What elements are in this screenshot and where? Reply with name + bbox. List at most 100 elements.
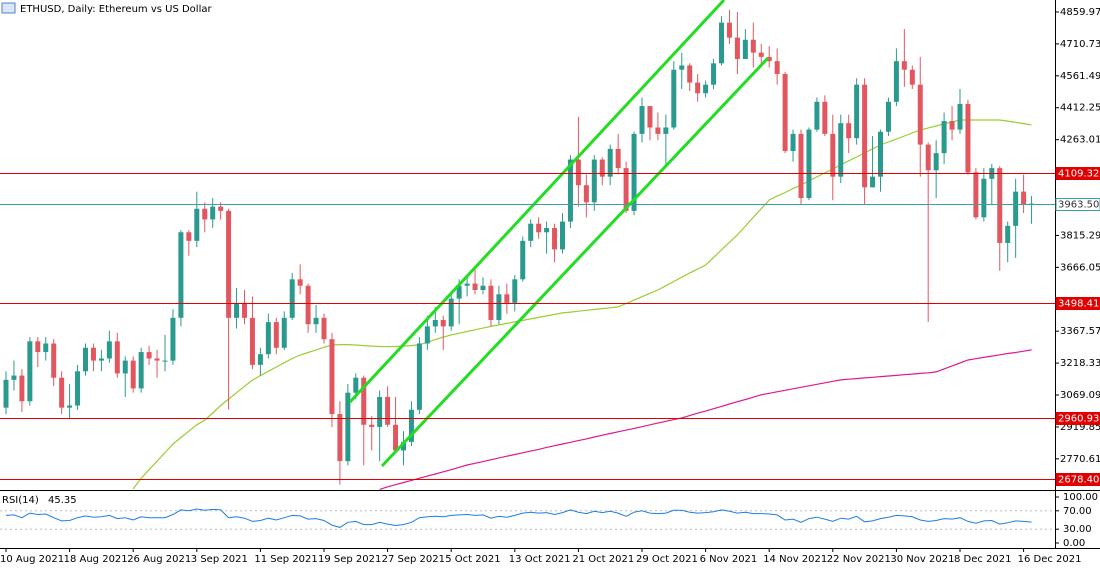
candle-body bbox=[11, 375, 17, 380]
candle-body bbox=[19, 375, 25, 402]
candle-body bbox=[512, 279, 518, 303]
candle-body bbox=[997, 168, 1003, 243]
candle-body bbox=[560, 221, 565, 250]
chart-title: ETHUSD, Daily: Ethereum vs US Dollar bbox=[20, 4, 212, 15]
candle-body bbox=[687, 65, 693, 83]
candle-body bbox=[742, 39, 748, 60]
candle-body bbox=[43, 343, 49, 353]
candle-body bbox=[345, 392, 351, 462]
candle-body bbox=[623, 168, 629, 211]
y-tick-label: 2770.610 bbox=[1060, 454, 1100, 465]
candle-body bbox=[194, 208, 200, 241]
candle-body bbox=[456, 285, 462, 299]
level-label: 3498.419 bbox=[1058, 299, 1100, 310]
x-tick-label: 19 Sep 2021 bbox=[318, 554, 381, 565]
candle-body bbox=[933, 153, 939, 171]
rsi-title: RSI(14) bbox=[2, 495, 39, 506]
candle-body bbox=[385, 396, 391, 425]
candle-body bbox=[257, 354, 263, 365]
candle-body bbox=[83, 347, 88, 372]
candle-body bbox=[3, 379, 9, 408]
level-label: 2678.403 bbox=[1058, 475, 1100, 486]
level-label-box bbox=[1055, 198, 1100, 211]
rsi-tick-label: 30.00 bbox=[1063, 524, 1092, 535]
candle-body bbox=[941, 121, 947, 154]
candle-body bbox=[711, 63, 717, 85]
candle-body bbox=[234, 302, 240, 318]
level-label: 4109.329 bbox=[1058, 169, 1100, 180]
y-tick-label: 3666.050 bbox=[1060, 262, 1100, 273]
candle-body bbox=[98, 358, 104, 361]
y-tick-label: 3815.290 bbox=[1060, 230, 1100, 241]
candle-body bbox=[162, 360, 168, 362]
x-tick-label: 30 Nov 2021 bbox=[890, 554, 954, 565]
level-label: 2960.93 bbox=[1058, 414, 1099, 425]
candle-body bbox=[138, 352, 144, 389]
candle-body bbox=[448, 298, 454, 327]
candle-body bbox=[679, 65, 685, 70]
candle-body bbox=[695, 82, 701, 94]
level-label-box bbox=[1055, 297, 1100, 310]
candle-body bbox=[862, 84, 868, 188]
candle-body bbox=[758, 52, 764, 57]
candle-body bbox=[122, 360, 128, 374]
rsi-tick-label: 70.00 bbox=[1063, 506, 1092, 517]
x-tick-label: 3 Sep 2021 bbox=[191, 554, 248, 565]
candle-body bbox=[726, 22, 732, 38]
candle-body bbox=[154, 358, 160, 361]
candle-body bbox=[289, 279, 295, 318]
y-tick-label: 3069.090 bbox=[1060, 390, 1100, 401]
candle-body bbox=[957, 103, 963, 130]
candle-body bbox=[472, 283, 478, 291]
rsi-value: 45.35 bbox=[48, 495, 77, 506]
candle-body bbox=[393, 424, 399, 451]
candle-body bbox=[552, 227, 558, 250]
candle-body bbox=[575, 159, 581, 186]
candle-body bbox=[321, 317, 327, 340]
candle-body bbox=[830, 133, 836, 177]
candle-body bbox=[854, 84, 860, 139]
x-tick-label: 13 Oct 2021 bbox=[509, 554, 571, 565]
symbol-icon bbox=[1, 2, 16, 14]
candle-body bbox=[520, 240, 526, 280]
candle-body bbox=[774, 61, 780, 75]
candle-body bbox=[337, 414, 343, 462]
candle-body bbox=[1021, 191, 1027, 205]
candle-body bbox=[218, 206, 224, 211]
channel-line bbox=[380, 56, 770, 468]
candle-body bbox=[949, 121, 955, 130]
candle-body bbox=[639, 106, 645, 134]
x-tick-label: 16 Dec 2021 bbox=[1018, 554, 1082, 565]
candle-body bbox=[59, 377, 65, 408]
candle-body bbox=[1005, 225, 1011, 243]
candle-body bbox=[27, 341, 33, 402]
candle-body bbox=[719, 22, 724, 64]
rsi-tick-label: 100.00 bbox=[1063, 492, 1098, 503]
candle-body bbox=[909, 69, 915, 85]
level-label-box bbox=[1055, 167, 1100, 180]
candle-body bbox=[90, 347, 96, 361]
candle-body bbox=[846, 123, 852, 139]
candle-body bbox=[703, 84, 709, 94]
candle-body bbox=[822, 101, 828, 134]
candle-body bbox=[424, 326, 430, 344]
candle-body bbox=[631, 133, 637, 211]
candle-body bbox=[528, 223, 534, 241]
candle-body bbox=[75, 371, 81, 406]
x-tick-label: 5 Oct 2021 bbox=[445, 554, 500, 565]
level-label-box bbox=[1055, 473, 1100, 486]
candle-body bbox=[750, 39, 756, 53]
candle-body bbox=[917, 84, 923, 145]
candle-body bbox=[790, 133, 796, 151]
candle-body bbox=[663, 127, 669, 134]
x-tick-label: 22 Nov 2021 bbox=[827, 554, 891, 565]
y-tick-label: 2919.850 bbox=[1060, 422, 1100, 433]
candle-body bbox=[591, 159, 597, 203]
candle-body bbox=[170, 317, 176, 361]
y-tick-label: 4412.250 bbox=[1060, 103, 1100, 114]
moving-average bbox=[379, 349, 1032, 490]
candle-body bbox=[544, 227, 550, 233]
candle-body bbox=[607, 148, 613, 177]
